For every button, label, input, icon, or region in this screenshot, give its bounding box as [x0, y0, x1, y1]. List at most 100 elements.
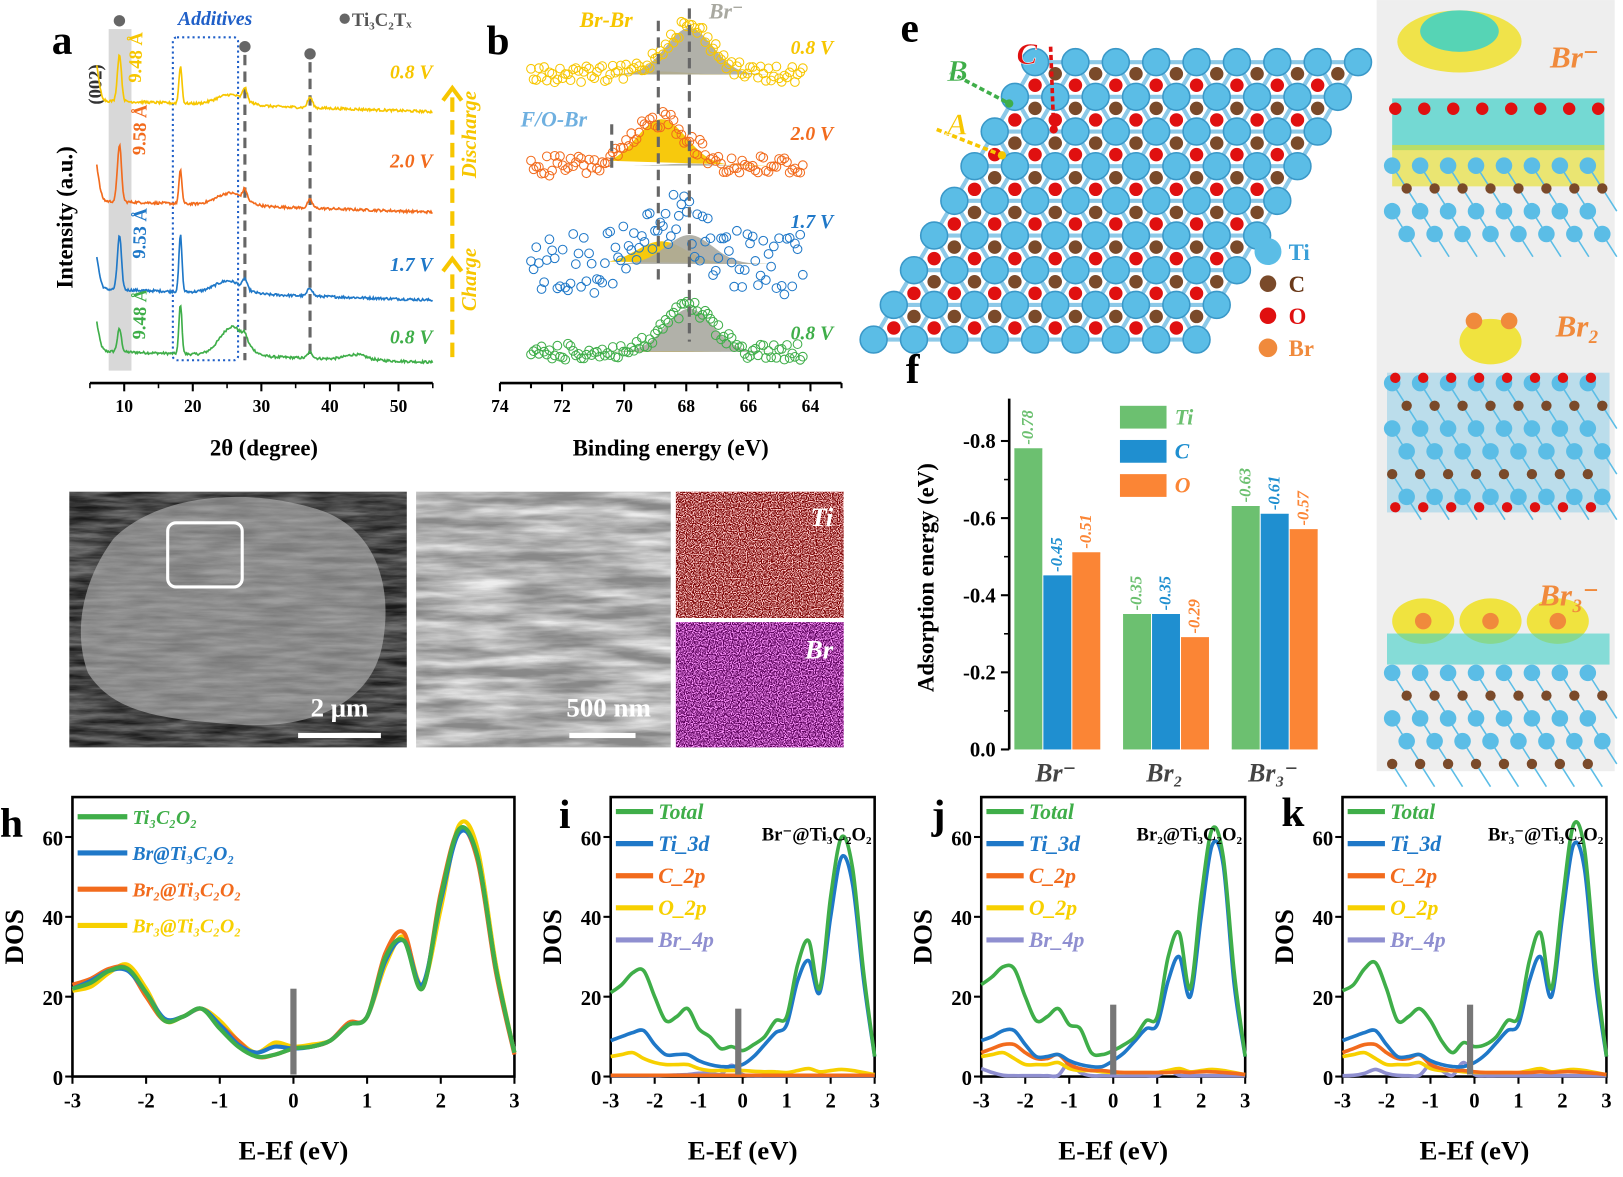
xps-data-point	[618, 74, 629, 84]
c-atom	[987, 171, 1002, 185]
c-atom	[1498, 758, 1510, 770]
voltage-label: 0.8 V	[791, 323, 835, 345]
ti-atom	[1041, 151, 1070, 181]
dos-chart-k: -3 -2 -1 0 1 2 3 0 20 40 60 DOS E-Ef (eV) Total Ti_3d C…	[1269, 795, 1612, 1165]
o-atom	[1008, 321, 1022, 335]
xps-data-point	[721, 167, 732, 177]
xps-data-point	[700, 305, 711, 316]
c-atom	[1088, 136, 1103, 150]
xps-data-point	[747, 160, 758, 171]
ti-atom	[1081, 290, 1110, 320]
voltage-label: 2.0 V	[790, 123, 835, 145]
xps-data-point	[613, 66, 623, 76]
xps-data-point	[774, 233, 784, 244]
c-atom	[967, 275, 982, 289]
o-atom	[1533, 102, 1547, 115]
c-atom	[1526, 468, 1538, 480]
o-atom	[967, 251, 982, 266]
ti-atom	[1439, 710, 1457, 727]
c-atom	[1270, 101, 1285, 116]
legend-label: O_2p	[658, 896, 706, 920]
xps-data-point	[602, 74, 613, 85]
y-tick-label: -0.4	[963, 585, 996, 607]
ti-atom	[1398, 488, 1415, 506]
o-atom	[1088, 182, 1103, 197]
ti-atom	[1439, 420, 1457, 437]
c-atom	[1429, 183, 1440, 194]
ti-atom	[1454, 732, 1471, 750]
c-atom	[1048, 66, 1062, 81]
xps-data-point	[673, 32, 684, 43]
y-tick-label: 40	[42, 908, 63, 930]
xps-data-point	[763, 167, 774, 177]
xps-data-point	[732, 225, 742, 236]
legend-label: Total	[1029, 800, 1074, 824]
xps-data-point	[758, 235, 769, 246]
ti-atom	[1510, 732, 1527, 750]
o-atom	[1390, 372, 1401, 384]
o-atom	[1048, 251, 1062, 266]
xps-data-point	[771, 283, 782, 293]
o-atom	[947, 286, 962, 301]
x-axis-label: Binding energy (eV)	[573, 435, 769, 460]
x-tick-label: -1	[690, 1091, 707, 1113]
o-atom	[927, 321, 941, 335]
c-atom	[1189, 240, 1204, 254]
xps-data-point	[795, 167, 806, 178]
xps-data-point	[676, 199, 687, 210]
xps-data-point	[689, 297, 700, 308]
c-atom	[1149, 101, 1163, 116]
xps-data-point	[766, 161, 776, 172]
c-atom	[1401, 690, 1412, 701]
legend-label: Total	[1390, 800, 1435, 824]
ti-atom	[1263, 186, 1292, 216]
xps-data-point	[763, 346, 774, 356]
xps-data-point	[745, 162, 755, 173]
y-tick-label: 60	[951, 828, 972, 850]
xps-data-point	[742, 229, 753, 240]
c-atom	[1068, 171, 1083, 185]
y-tick-label: 20	[42, 988, 63, 1010]
ti-atom	[1020, 47, 1050, 77]
xps-data-point	[784, 353, 795, 363]
c-atom	[1129, 136, 1143, 150]
xps-data-point	[563, 285, 573, 296]
xps-data-point	[658, 323, 668, 334]
species-label: Br₃⁻	[1538, 578, 1599, 613]
c-atom	[947, 309, 962, 324]
ti-atom	[1162, 221, 1191, 250]
c-atom	[1129, 205, 1143, 220]
arrow-head-icon	[441, 255, 464, 273]
bar-o	[1181, 637, 1209, 750]
xps-data-point	[584, 248, 594, 259]
ti-atom	[1411, 420, 1429, 437]
bar-value-label: -0.45	[1047, 537, 1066, 571]
xps-data-point	[594, 351, 605, 362]
bromide-label: Br⁻	[708, 0, 743, 24]
legend-label: Total	[658, 800, 703, 824]
y-tick-label: -0.2	[963, 663, 996, 685]
xps-data-point	[792, 244, 803, 255]
c-atom	[1189, 101, 1204, 116]
ti-atom	[899, 255, 929, 285]
d-spacing-label: 9.53 Å	[129, 207, 152, 259]
c-atom	[1597, 400, 1608, 411]
o-atom	[1210, 113, 1224, 127]
ti-atom	[1182, 255, 1211, 285]
ti-atom	[1263, 47, 1292, 77]
dos-curve	[610, 1050, 875, 1077]
ti-atom	[1383, 664, 1401, 682]
xps-data-point	[716, 233, 726, 244]
o-atom	[1109, 286, 1123, 301]
xps-data-point	[573, 151, 584, 162]
o-atom	[1476, 102, 1489, 115]
xps-data-point	[710, 39, 721, 49]
xps-data-point	[750, 256, 761, 266]
adsorption-energy-chart: Adsorption energy (eV) 0.0 -0.2 -0.4 -0.6 -0…	[914, 398, 1318, 788]
panel-label-e: e	[901, 4, 919, 50]
c-atom	[1569, 183, 1580, 194]
o-atom	[1048, 321, 1062, 335]
ti-atom	[1141, 117, 1171, 146]
o-atom	[1189, 217, 1204, 231]
xps-data-point	[552, 158, 563, 168]
